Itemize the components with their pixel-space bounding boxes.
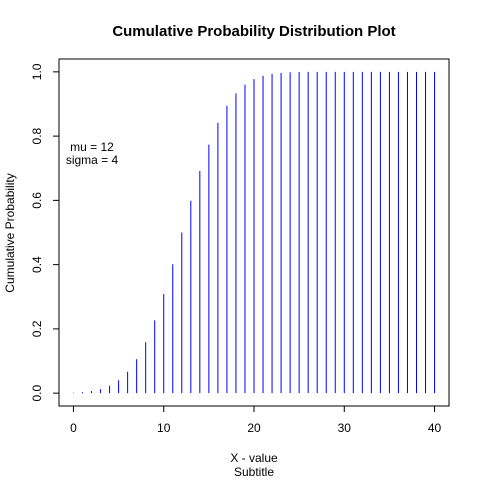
y-axis-label: Cumulative Probability (3, 173, 17, 292)
y-tick-label-4: 0.8 (30, 127, 44, 144)
x-tick-label-40: 40 (428, 421, 442, 435)
subtitle: Subtitle (234, 465, 274, 479)
annotation-sigma: sigma = 4 (66, 153, 119, 167)
x-tick-label-10: 10 (157, 421, 171, 435)
y-tick-label-5: 1.0 (30, 63, 44, 80)
y-tick-label-0: 0.0 (30, 384, 44, 401)
y-tick-label-1: 0.2 (30, 320, 44, 337)
x-axis-label: X - value (230, 451, 278, 465)
y-tick-label-2: 0.4 (30, 256, 44, 273)
annotation-mu: mu = 12 (70, 140, 114, 154)
chart-title: Cumulative Probability Distribution Plot (112, 23, 395, 40)
y-tick-label-3: 0.6 (30, 192, 44, 209)
x-tick-label-0: 0 (70, 421, 77, 435)
x-tick-label-30: 30 (338, 421, 352, 435)
bars-group (72, 71, 436, 394)
x-axis: 0 10 20 30 40 (70, 406, 442, 435)
x-tick-label-20: 20 (247, 421, 261, 435)
y-axis: 0.0 0.2 0.4 0.6 0.8 1.0 (30, 63, 59, 401)
